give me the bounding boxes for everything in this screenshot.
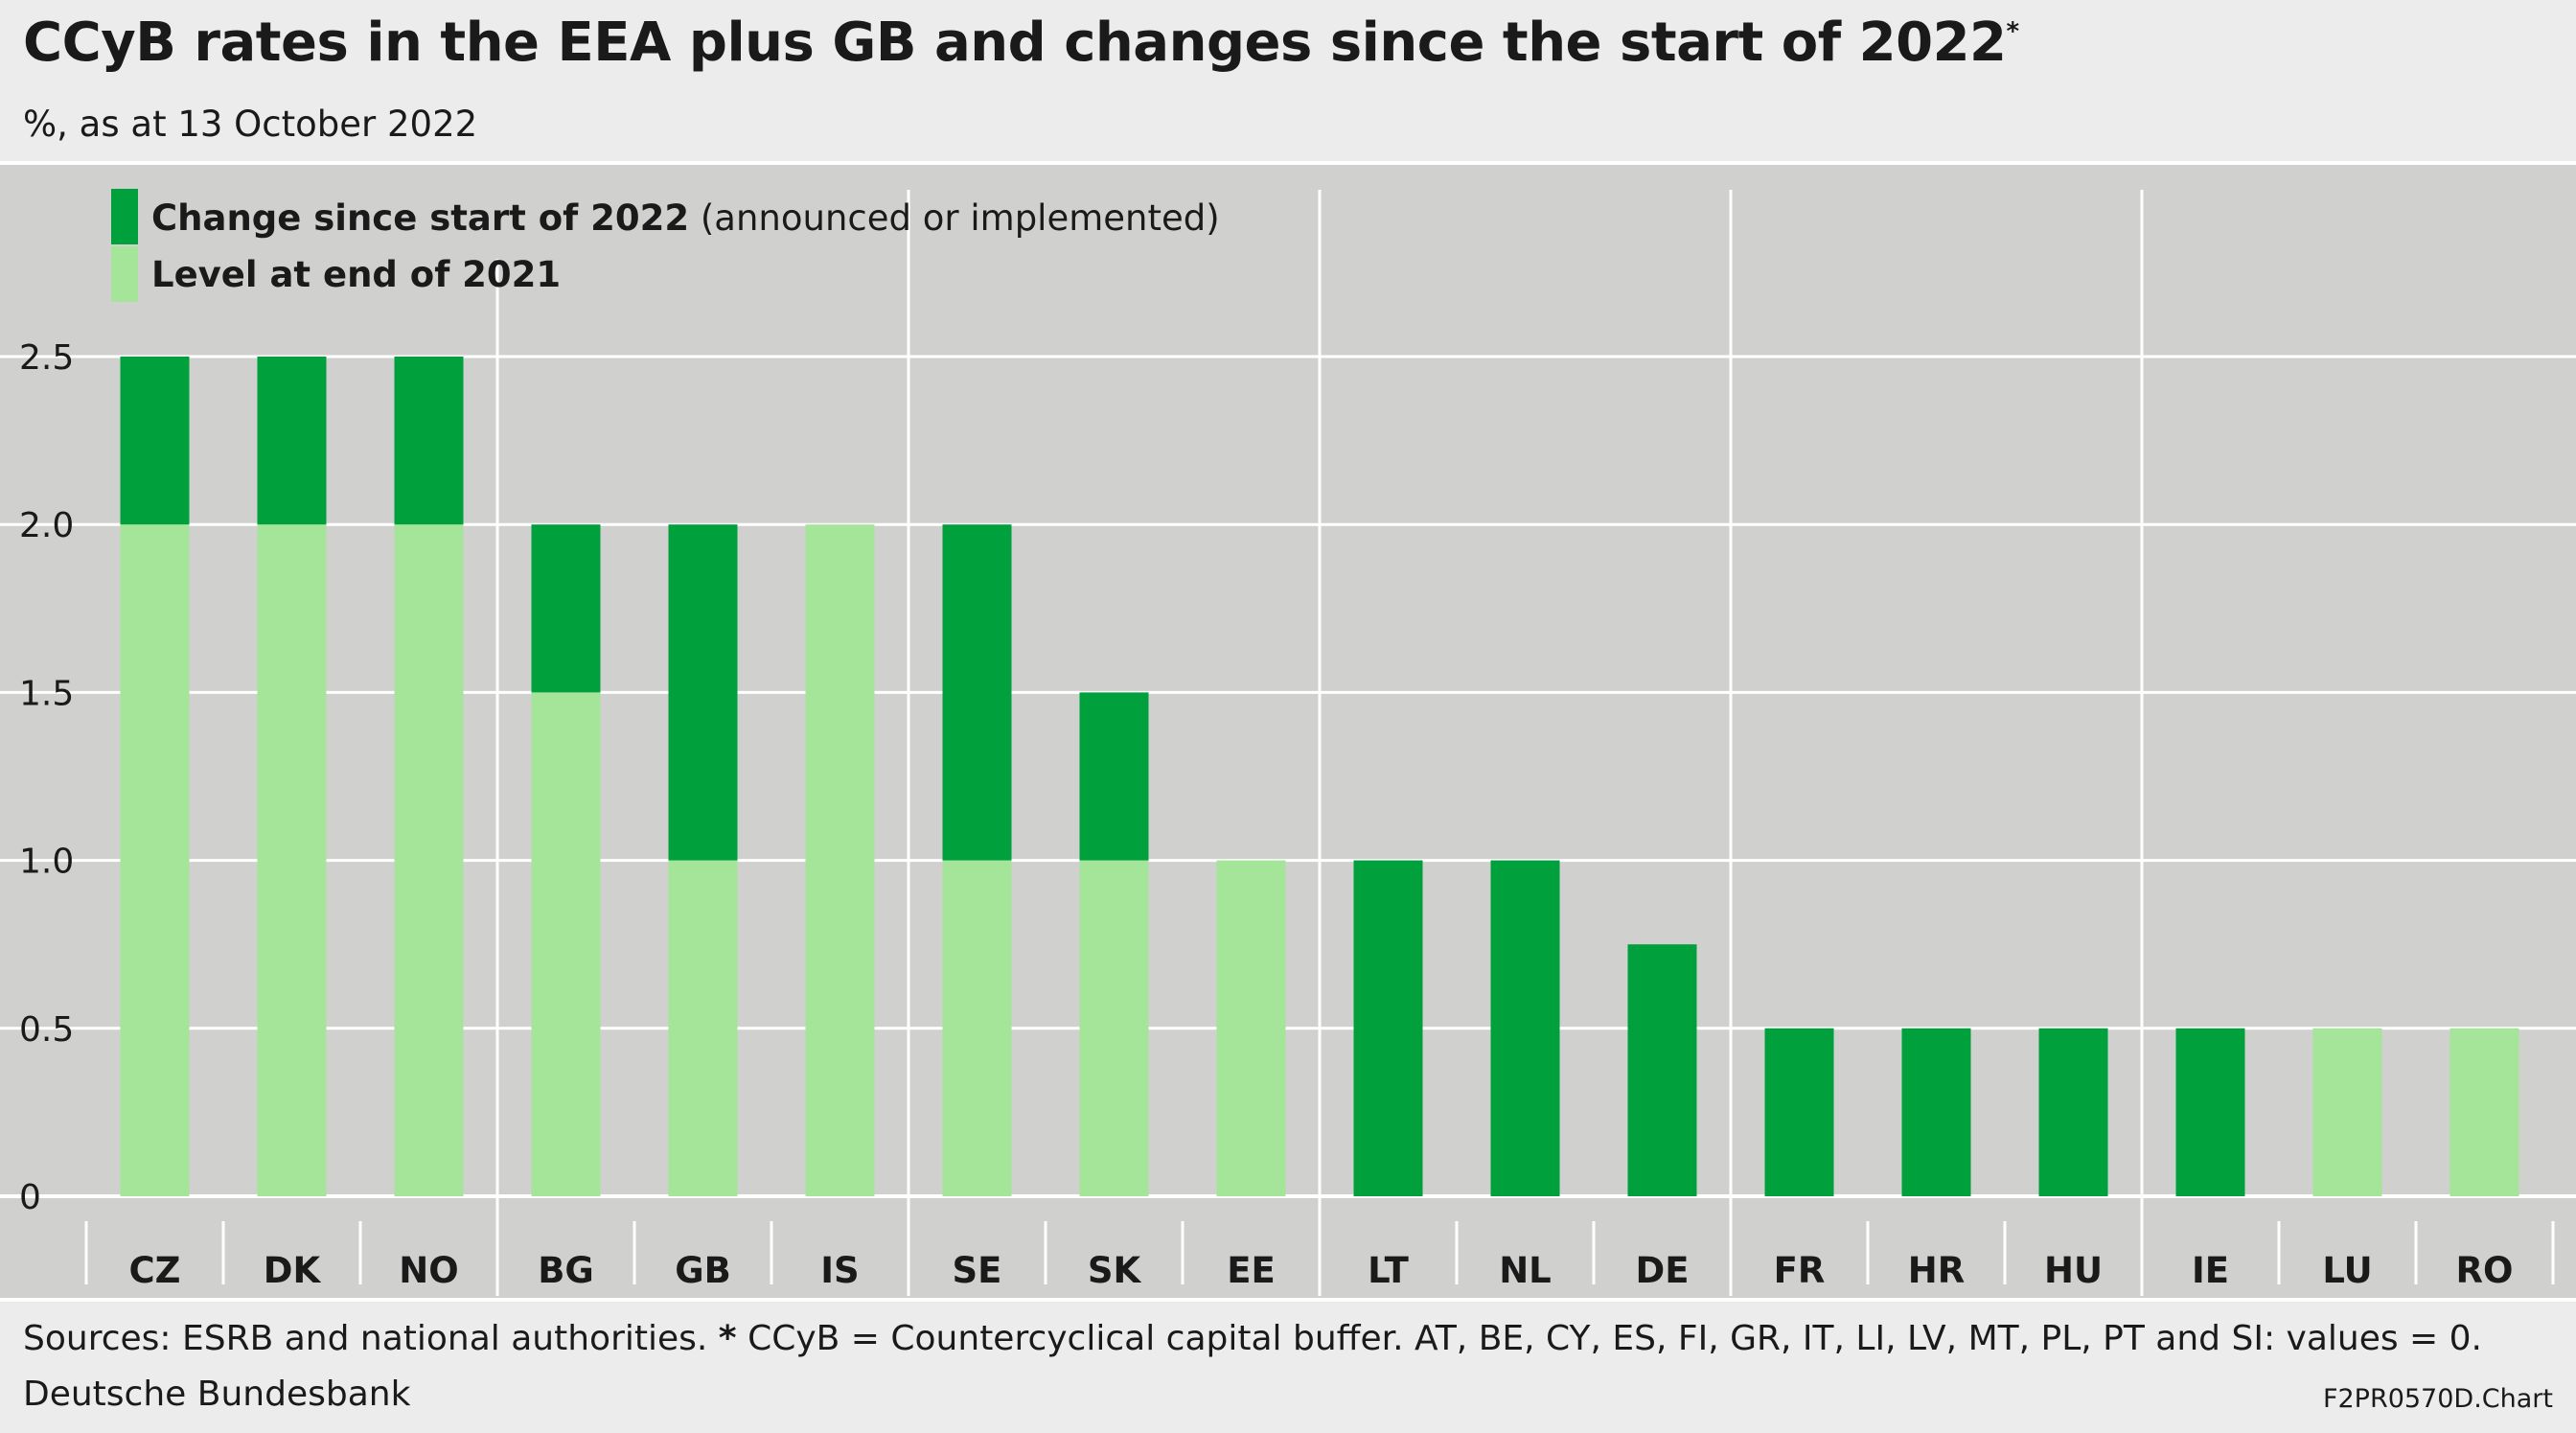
bar-change-ie [2175,1028,2245,1196]
y-tick-label: 0 [19,1178,41,1217]
x-category-label: CZ [129,1250,181,1291]
chart-title: CCyB rates in the EEA plus GB and change… [23,12,2019,74]
chart-title-text: CCyB rates in the EEA plus GB and change… [23,12,2007,74]
source-note-prefix: Sources: ESRB and national authorities. [23,1319,719,1358]
legend-change-bold: Change since start of 2022 [151,197,689,239]
bar-level-sk [1079,860,1149,1196]
legend-swatch-change [111,189,138,244]
x-category-label: NO [399,1250,458,1291]
source-note-suffix: CCyB = Countercyclical capital buffer. A… [736,1319,2482,1358]
chart-code: F2PR0570D.Chart [2322,1384,2553,1414]
bar-level-cz [120,524,190,1196]
x-category-label: IE [2192,1250,2229,1291]
x-category-label: LU [2322,1250,2372,1291]
bar-level-no [394,524,464,1196]
source-note-mark: * [718,1319,737,1358]
bar-change-no [394,357,464,525]
x-category-label: LT [1368,1250,1409,1291]
x-category-label: SK [1088,1250,1142,1291]
legend-change-note: (announced or implemented) [689,197,1220,239]
bar-change-de [1627,944,1697,1196]
bars [120,357,2519,1196]
source-note: Sources: ESRB and national authorities. … [23,1319,2482,1358]
y-tick-label: 1.0 [19,843,74,882]
x-category-label: HR [1908,1250,1965,1291]
group-separators [84,190,2555,1296]
x-category-label: DE [1636,1250,1690,1291]
x-category-label: RO [2456,1250,2514,1291]
y-axis-ticks: 0 0.5 1.0 1.5 2.0 2.5 [19,338,74,1217]
bar-change-hr [1901,1028,1971,1196]
bar-level-bg [531,692,601,1196]
bar-change-sk [1079,692,1149,861]
bar-change-dk [257,357,327,525]
x-category-label: IS [820,1250,859,1291]
x-axis-categories: CZ DK NO BG GB IS SE SK EE LT NL DE FR HR HU IE LU RO [129,1250,2514,1291]
bar-level-ee [1216,860,1286,1196]
bar-change-hu [2038,1028,2108,1196]
bar-change-fr [1764,1028,1834,1196]
legend: Change since start of 2022 (announced or… [111,189,1220,302]
bar-change-nl [1490,860,1560,1196]
chart-title-mark: * [2006,17,2020,46]
bar-level-ro [2450,1028,2519,1196]
bar-level-gb [668,860,738,1196]
chart-area: 0 0.5 1.0 1.5 2.0 2.5 CZ DK NO BG GB IS SE SK EE LT NL D… [0,161,2576,1302]
bar-level-is [805,524,875,1196]
legend-swatch-level [111,246,138,302]
legend-label-level: Level at end of 2021 [151,254,561,295]
publisher: Deutsche Bundesbank [23,1375,411,1414]
chart-subtitle: %, as at 13 October 2022 [23,104,478,145]
x-category-label: FR [1774,1250,1826,1291]
x-category-label: NL [1499,1250,1552,1291]
x-category-label: DK [264,1250,322,1291]
bar-level-se [942,860,1012,1196]
bar-change-se [942,524,1012,861]
bar-level-lu [2312,1028,2382,1196]
y-tick-label: 2.0 [19,506,74,545]
y-tick-label: 2.5 [19,338,74,378]
bar-level-dk [257,524,327,1196]
x-category-label: BG [538,1250,594,1291]
x-category-label: EE [1227,1250,1276,1291]
x-category-label: SE [953,1250,1002,1291]
legend-label-change: Change since start of 2022 (announced or… [151,197,1220,239]
bar-change-lt [1353,860,1423,1196]
bar-change-bg [531,524,601,693]
bar-change-cz [120,357,190,525]
x-category-label: HU [2044,1250,2103,1291]
y-tick-label: 1.5 [19,674,74,713]
x-category-label: GB [675,1250,731,1291]
y-tick-label: 0.5 [19,1010,74,1050]
bar-change-gb [668,524,738,861]
